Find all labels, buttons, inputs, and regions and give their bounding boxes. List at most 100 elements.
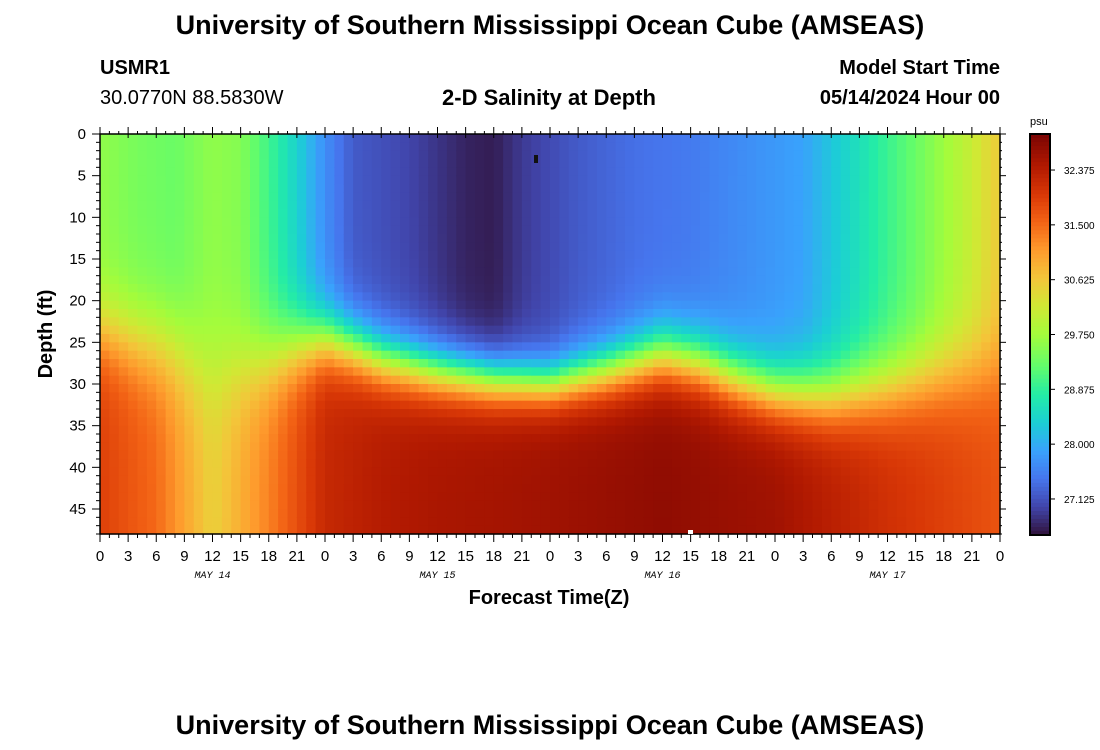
heatmap-cell [353, 359, 364, 368]
heatmap-cell [634, 150, 645, 160]
heatmap-cell [456, 267, 467, 277]
heatmap-cell [606, 234, 617, 243]
heatmap-cell [981, 425, 992, 435]
heatmap-cell [596, 509, 607, 518]
heatmap-cell [231, 359, 242, 368]
heatmap-cell [850, 317, 860, 327]
heatmap-cell [418, 492, 429, 502]
heatmap-cell [671, 500, 682, 510]
heatmap-cell [390, 292, 401, 302]
heatmap-cell [765, 234, 776, 243]
heatmap-cell [718, 242, 729, 252]
heatmap-cell [137, 159, 148, 168]
heatmap-cell [681, 400, 692, 410]
heatmap-cell [250, 500, 260, 510]
heatmap-cell [521, 142, 532, 152]
heatmap-cell [953, 159, 964, 168]
heatmap-cell [709, 217, 720, 227]
heatmap-cell [812, 459, 823, 468]
heatmap-cell [896, 217, 907, 227]
heatmap-cell [465, 175, 476, 185]
heatmap-cell [840, 159, 851, 168]
heatmap-cell [540, 434, 551, 443]
heatmap-cell [953, 275, 964, 285]
x-tick-label: 12 [879, 548, 896, 565]
heatmap-cell [287, 484, 298, 493]
heatmap-cell [212, 375, 223, 385]
heatmap-cell [371, 417, 382, 427]
heatmap-cell [596, 375, 607, 385]
heatmap-cell [728, 250, 739, 260]
heatmap-cell [728, 367, 739, 377]
heatmap-cell [878, 209, 889, 218]
heatmap-cell [503, 409, 514, 418]
heatmap-cell [156, 400, 167, 410]
heatmap-cell [718, 450, 729, 460]
heatmap-cell [156, 317, 167, 327]
heatmap-cell [625, 209, 635, 218]
heatmap-cell [878, 517, 889, 527]
heatmap-cell [784, 209, 795, 218]
heatmap-cell [625, 259, 635, 268]
heatmap-cell [212, 134, 223, 143]
heatmap-cell [925, 409, 935, 418]
heatmap-cell [868, 492, 879, 502]
heatmap-cell [240, 184, 251, 193]
heatmap-cell [446, 142, 457, 152]
heatmap-cell [868, 467, 879, 477]
heatmap-cell [756, 250, 767, 260]
heatmap-cell [831, 400, 842, 410]
heatmap-cell [521, 392, 532, 402]
heatmap-cell [250, 284, 260, 293]
heatmap-cell [146, 192, 157, 202]
heatmap-cell [615, 475, 626, 485]
heatmap-cell [437, 159, 448, 168]
heatmap-cell [662, 400, 673, 410]
heatmap-cell [118, 342, 129, 352]
heatmap-cell [962, 500, 973, 510]
heatmap-cell [465, 275, 476, 285]
heatmap-cell [953, 509, 964, 518]
heatmap-cell [596, 284, 607, 293]
heatmap-cell [287, 450, 298, 460]
heatmap-cell [662, 142, 673, 152]
heatmap-cell [400, 267, 410, 277]
heatmap-cell [240, 475, 251, 485]
heatmap-cell [493, 267, 504, 277]
heatmap-cell [906, 184, 917, 193]
heatmap-cell [193, 159, 204, 168]
heatmap-cell [343, 384, 354, 393]
heatmap-cell [268, 434, 279, 443]
heatmap-cell [371, 334, 382, 343]
heatmap-cell [156, 525, 167, 535]
heatmap-cell [653, 450, 664, 460]
heatmap-cell [990, 184, 1001, 193]
heatmap-cell [446, 309, 457, 318]
heatmap-cell [146, 450, 157, 460]
heatmap-cell [559, 309, 570, 318]
heatmap-cell [896, 167, 907, 177]
heatmap-cell [728, 292, 739, 302]
heatmap-cell [709, 450, 720, 460]
heatmap-cell [278, 500, 289, 510]
heatmap-cell [334, 392, 345, 402]
heatmap-cell [700, 392, 710, 402]
heatmap-cell [906, 267, 917, 277]
heatmap-cell [700, 317, 710, 327]
heatmap-cell [418, 225, 429, 235]
heatmap-cell [765, 409, 776, 418]
heatmap-cell [334, 409, 345, 418]
heatmap-cell [700, 409, 710, 418]
heatmap-cell [362, 167, 373, 177]
heatmap-cell [765, 242, 776, 252]
heatmap-cell [662, 292, 673, 302]
heatmap-cell [362, 292, 373, 302]
heatmap-cell [493, 250, 504, 260]
heatmap-cell [578, 509, 589, 518]
heatmap-cell [193, 150, 204, 160]
heatmap-cell [718, 225, 729, 235]
heatmap-cell [484, 484, 495, 493]
heatmap-cell [287, 334, 298, 343]
heatmap-cell [728, 375, 739, 385]
heatmap-cell [100, 484, 110, 493]
